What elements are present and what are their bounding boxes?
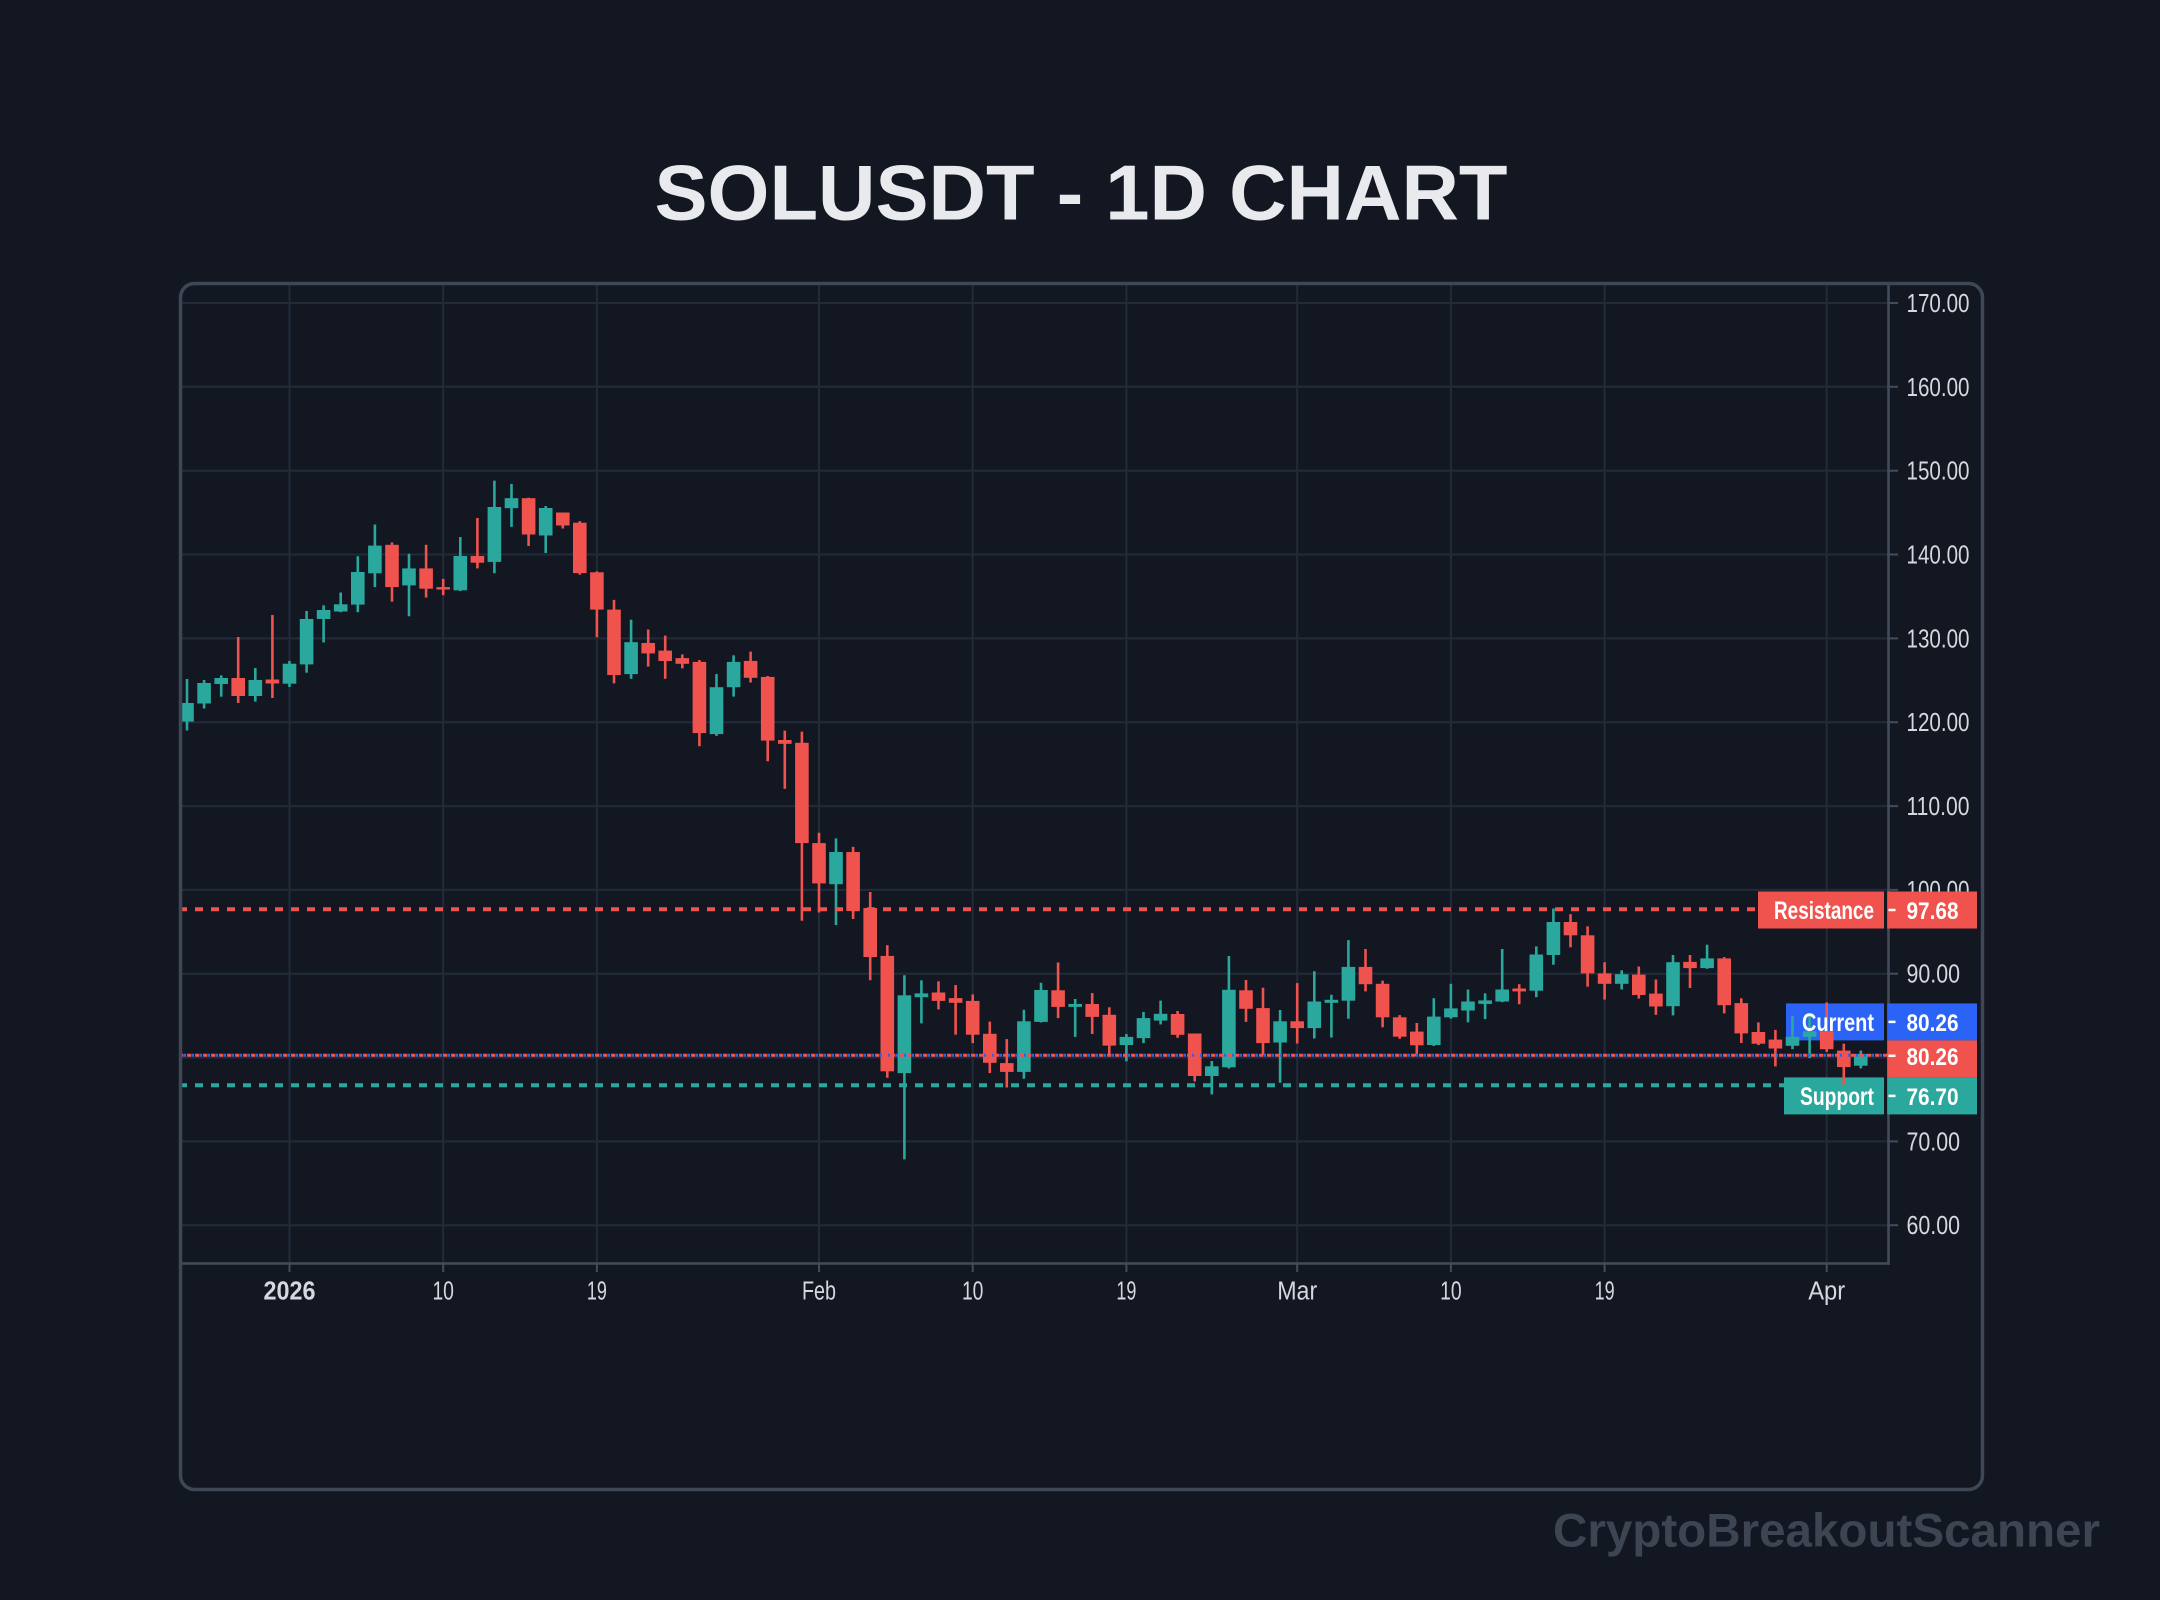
svg-text:10: 10 [1440,1278,1462,1306]
svg-text:Feb: Feb [802,1278,836,1306]
svg-text:170.00: 170.00 [1907,290,1970,318]
svg-text:CryptoBreakoutScanner: CryptoBreakoutScanner [1553,1503,2100,1556]
svg-text:19: 19 [1595,1278,1615,1306]
svg-text:60.00: 60.00 [1907,1212,1961,1240]
svg-text:70.00: 70.00 [1907,1128,1961,1156]
svg-text:97.68: 97.68 [1907,898,1959,925]
svg-text:19: 19 [587,1278,607,1306]
svg-text:130.00: 130.00 [1907,625,1970,653]
svg-text:110.00: 110.00 [1907,793,1970,821]
svg-text:Current: Current [1802,1009,1875,1037]
svg-text:Apr: Apr [1808,1278,1845,1306]
svg-text:160.00: 160.00 [1907,374,1970,402]
svg-text:SOLUSDT - 1D CHART: SOLUSDT - 1D CHART [655,149,1508,237]
svg-text:140.00: 140.00 [1907,542,1970,570]
svg-text:Mar: Mar [1277,1278,1317,1306]
svg-text:76.70: 76.70 [1907,1084,1959,1111]
svg-text:90.00: 90.00 [1907,961,1961,989]
svg-text:80.26: 80.26 [1907,1010,1959,1037]
svg-text:120.00: 120.00 [1907,709,1970,737]
svg-text:10: 10 [962,1278,984,1306]
svg-text:2026: 2026 [264,1278,316,1306]
svg-text:80.26: 80.26 [1907,1044,1959,1071]
svg-text:150.00: 150.00 [1907,458,1970,486]
svg-text:Support: Support [1800,1083,1875,1111]
svg-text:10: 10 [432,1278,454,1306]
svg-text:19: 19 [1116,1278,1136,1306]
svg-text:Resistance: Resistance [1774,897,1874,925]
